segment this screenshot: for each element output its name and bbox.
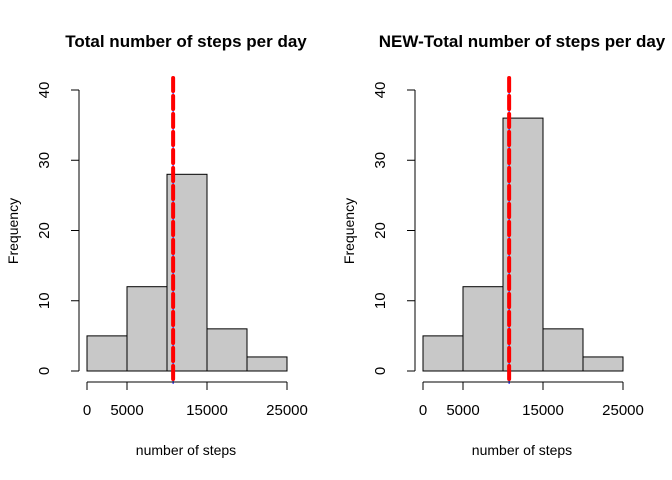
y-axis: 0 10 20 30 40 [372, 82, 416, 375]
panel-title: Total number of steps per day [65, 32, 307, 51]
bar-group [86, 173, 288, 372]
y-tick-label: 30 [372, 152, 389, 169]
y-tick-label: 40 [372, 82, 389, 99]
x-axis-label: number of steps [136, 442, 236, 458]
histogram-bar [126, 286, 168, 372]
y-axis: 0 10 20 30 40 [36, 82, 80, 375]
histogram-panel-original: Total number of steps per day number of … [5, 32, 308, 458]
x-tick-label: 5000 [446, 402, 479, 419]
y-tick-label: 10 [36, 292, 53, 309]
y-tick-label: 30 [36, 152, 53, 169]
histogram-bar [422, 335, 464, 372]
x-tick-label: 0 [83, 402, 91, 419]
x-axis: 0 5000 15000 25000 [419, 381, 644, 419]
x-tick-label: 5000 [110, 402, 143, 419]
y-tick-label: 0 [36, 367, 53, 375]
y-tick-label: 20 [36, 222, 53, 239]
bar-group [422, 117, 624, 372]
x-tick-label: 25000 [602, 402, 644, 419]
y-axis-label: Frequency [341, 198, 357, 264]
x-tick-label: 15000 [186, 402, 228, 419]
x-axis-label: number of steps [472, 442, 572, 458]
y-tick-label: 20 [372, 222, 389, 239]
histogram-bar [462, 286, 504, 372]
y-tick-label: 0 [372, 367, 389, 375]
histogram-bar [206, 328, 248, 372]
histogram-bar [246, 356, 288, 372]
histogram-panel-new: NEW-Total number of steps per day number… [341, 32, 666, 458]
histogram-bar [582, 356, 624, 372]
x-tick-label: 25000 [266, 402, 308, 419]
histogram-bar [86, 335, 128, 372]
x-tick-label: 0 [419, 402, 427, 419]
panel-title: NEW-Total number of steps per day [379, 32, 666, 51]
y-axis-label: Frequency [5, 198, 21, 264]
x-axis: 0 5000 15000 25000 [83, 381, 308, 419]
y-tick-label: 40 [36, 82, 53, 99]
histogram-bar [542, 328, 584, 372]
x-tick-label: 15000 [522, 402, 564, 419]
y-tick-label: 10 [372, 292, 389, 309]
